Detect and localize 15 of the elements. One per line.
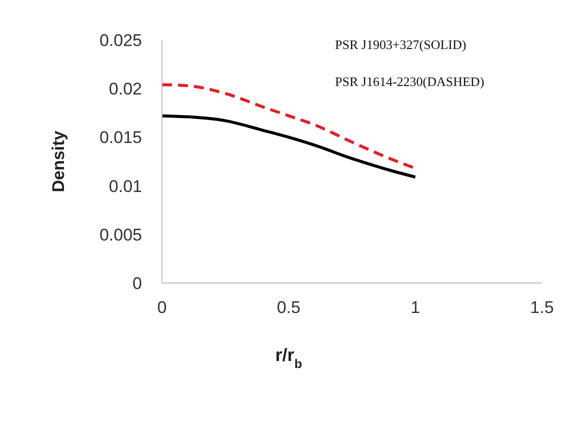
x-tick-label: 0: [157, 298, 167, 318]
y-tick-label: 0.01: [108, 176, 142, 196]
y-tick-label: 0.005: [99, 225, 142, 244]
annotation: PSR J1903+327(SOLID): [335, 37, 466, 53]
y-tick-label: 0: [132, 274, 142, 294]
x-axis-title: r/r$_{b}$: [275, 345, 302, 371]
annotation: PSR J1614-2230(DASHED): [335, 74, 484, 90]
x-tick-label: 0.5: [276, 298, 300, 318]
x-tick-label: 1: [410, 298, 420, 318]
y-tick-label: 0.02: [108, 80, 142, 99]
y-tick-label: 0.015: [99, 128, 142, 148]
line-series: [162, 114, 417, 179]
x-tick-label: 1.5: [530, 298, 554, 318]
y-axis-title: Density: [49, 130, 68, 192]
y-tick-label: 0.025: [99, 31, 142, 50]
